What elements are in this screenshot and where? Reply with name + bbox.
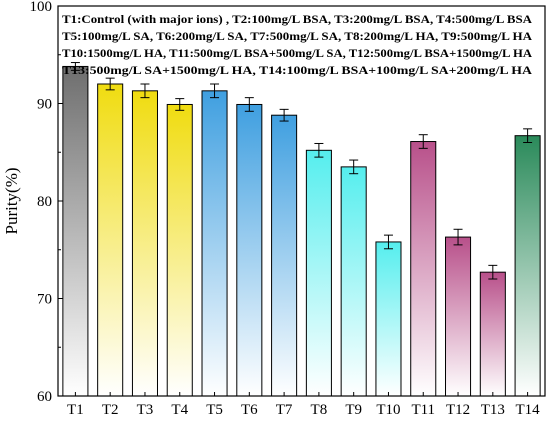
bar-t10 — [375, 241, 402, 397]
x-tick-label: T9 — [345, 402, 362, 418]
bar-t5 — [201, 90, 228, 397]
x-tick-label: T14 — [516, 402, 541, 418]
error-bar-t1 — [70, 62, 80, 71]
x-tick-label: T5 — [206, 402, 223, 418]
bar-t8 — [305, 149, 332, 397]
x-tick-label: T13 — [481, 402, 505, 418]
x-tick-label: T11 — [411, 402, 435, 418]
error-bar-t10 — [383, 234, 393, 250]
x-tick-label: T6 — [241, 402, 258, 418]
legend-line: T1:Control (with major ions) , T2:100mg/… — [62, 13, 533, 26]
y-tick-label: 90 — [37, 97, 52, 113]
y-axis-title: Purity(%) — [2, 167, 21, 234]
error-bar-t7 — [279, 108, 289, 122]
y-tick-label: 60 — [37, 389, 52, 405]
x-tick-label: T3 — [137, 402, 154, 418]
bar-t4 — [166, 103, 193, 397]
bar-t14 — [514, 135, 541, 397]
x-tick-label: T2 — [102, 402, 119, 418]
x-tick-label: T8 — [311, 402, 328, 418]
bar-t2 — [97, 83, 124, 397]
x-tick-label: T1 — [67, 402, 84, 418]
x-tick-label: T4 — [171, 402, 188, 418]
error-bar-t14 — [523, 128, 533, 143]
bar-t13 — [479, 271, 506, 397]
y-axis: 60 70 80 90 100 — [30, 0, 63, 405]
bar-t11 — [410, 141, 437, 397]
y-tick-label: 70 — [37, 292, 52, 308]
y-tick-label: 100 — [30, 0, 53, 15]
x-tick-label: T7 — [276, 402, 293, 418]
error-bar-t8 — [314, 142, 324, 158]
legend-line: T10:1500mg/L HA, T11:500mg/L BSA+500mg/L… — [62, 47, 533, 60]
bar-t1 — [62, 65, 89, 397]
error-bar-t11 — [418, 134, 428, 149]
bar-t12 — [445, 236, 472, 397]
error-bar-t3 — [140, 83, 150, 99]
treatment-legend: T1:Control (with major ions) , T2:100mg/… — [62, 13, 533, 77]
bar-t7 — [271, 114, 298, 397]
error-bar-t12 — [453, 228, 463, 246]
x-axis: T1 T2 T3 T4 T5 T6 T7 T8 T9 T10 T11 T12 T13 T14 — [67, 392, 540, 418]
error-bar-t6 — [244, 97, 254, 112]
legend-line: T5:100mg/L SA, T6:200mg/L SA, T7:500mg/L… — [62, 30, 533, 43]
bar-t6 — [236, 103, 263, 397]
error-bar-t9 — [349, 159, 359, 175]
bar-t3 — [131, 90, 158, 397]
bars-group — [62, 65, 541, 397]
bar-t9 — [340, 166, 367, 397]
error-bar-t4 — [175, 98, 185, 111]
error-bars-group — [70, 62, 533, 280]
legend-line: T13:500mg/L SA+1500mg/L HA, T14:100mg/L … — [62, 64, 533, 77]
error-bar-t5 — [210, 83, 220, 99]
y-tick-label: 80 — [37, 194, 52, 210]
x-tick-label: T12 — [446, 402, 470, 418]
x-tick-label: T10 — [376, 402, 400, 418]
error-bar-t2 — [105, 77, 115, 91]
error-bar-t13 — [488, 264, 498, 280]
